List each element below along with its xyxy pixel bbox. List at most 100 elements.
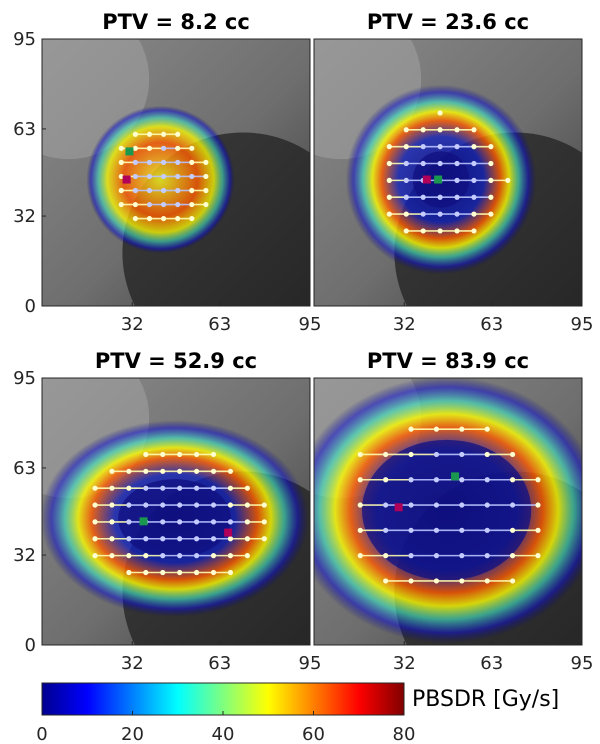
spot-dot bbox=[210, 536, 217, 542]
spot-dot bbox=[160, 201, 167, 208]
spot-dot bbox=[92, 485, 98, 491]
spot-dot bbox=[488, 144, 494, 150]
spot-dot bbox=[175, 159, 181, 165]
spot-dot bbox=[227, 569, 234, 576]
panel-image bbox=[42, 378, 310, 645]
spot-dot bbox=[437, 194, 443, 200]
spot-dot bbox=[146, 173, 153, 180]
spot-dot bbox=[484, 553, 490, 559]
spot-dot bbox=[454, 144, 460, 150]
spot-dot bbox=[175, 131, 181, 137]
spot-dot bbox=[132, 131, 138, 137]
spot-dot bbox=[189, 159, 195, 165]
panel-frame bbox=[41, 377, 311, 646]
spot-dot bbox=[484, 477, 490, 483]
panel-frame bbox=[313, 377, 583, 646]
spot-dot bbox=[118, 187, 124, 194]
spot-dot bbox=[203, 187, 209, 194]
spot-dot bbox=[261, 519, 267, 525]
spot-dot bbox=[510, 527, 516, 533]
spot-dot bbox=[126, 519, 132, 525]
spot-dot bbox=[143, 451, 149, 458]
spot-dot bbox=[160, 187, 167, 194]
spot-dot bbox=[484, 451, 490, 458]
colorbar-tick-label: 80 bbox=[393, 724, 416, 744]
spot-dot bbox=[437, 127, 443, 133]
spot-dot bbox=[193, 468, 200, 474]
spot-dot bbox=[177, 536, 183, 542]
spot-dot bbox=[177, 468, 183, 474]
spot-dot bbox=[488, 160, 494, 167]
spot-dot bbox=[484, 527, 490, 533]
spot-magenta bbox=[422, 175, 431, 184]
spot-dot bbox=[193, 519, 200, 525]
spot-dot bbox=[484, 578, 490, 584]
spot-dot bbox=[420, 194, 426, 200]
colorbar-gradient bbox=[41, 682, 405, 716]
panel-image bbox=[314, 39, 582, 306]
spot-dot bbox=[403, 194, 409, 200]
spot-dot bbox=[433, 553, 440, 559]
x-tick-label: 63 bbox=[480, 653, 503, 674]
spot-dot bbox=[160, 553, 166, 559]
spot-dot bbox=[535, 502, 541, 508]
panel-frame bbox=[41, 38, 311, 307]
spot-dot bbox=[143, 569, 149, 576]
x-tick-label: 63 bbox=[208, 653, 231, 674]
spot-dot bbox=[454, 228, 460, 234]
spot-dot bbox=[143, 502, 149, 508]
spot-dot bbox=[510, 578, 516, 584]
spot-path bbox=[386, 110, 511, 234]
spot-dot bbox=[92, 536, 98, 542]
spot-dot bbox=[143, 553, 149, 559]
colorbar-tick-label: 0 bbox=[36, 724, 47, 744]
spot-dot bbox=[92, 502, 98, 508]
spot-dot bbox=[203, 159, 209, 165]
spot-dot bbox=[92, 553, 98, 559]
spot-magenta bbox=[394, 503, 403, 512]
spot-dot bbox=[535, 553, 541, 559]
spot-dot bbox=[210, 519, 217, 525]
spot-dot bbox=[189, 201, 195, 208]
spot-dot bbox=[420, 127, 426, 133]
spot-dot bbox=[132, 215, 138, 222]
spot-dot bbox=[454, 127, 460, 133]
spot-dot bbox=[189, 145, 195, 151]
spot-dot bbox=[193, 536, 200, 542]
spot-dot bbox=[459, 502, 465, 508]
colorbar-tick-label: 60 bbox=[302, 724, 325, 744]
y-tick-label: 63 bbox=[13, 458, 36, 479]
spot-dot bbox=[386, 160, 392, 167]
spot-dot bbox=[510, 553, 516, 559]
spot-dot bbox=[126, 502, 132, 508]
spot-dot bbox=[210, 451, 217, 458]
spot-dot bbox=[210, 485, 217, 491]
spot-dot bbox=[160, 569, 166, 576]
spot-dot bbox=[143, 536, 149, 542]
spot-dot bbox=[510, 502, 516, 508]
spot-dot bbox=[193, 451, 200, 458]
spot-dot bbox=[109, 485, 115, 491]
spot-dot bbox=[459, 477, 465, 483]
spot-dot bbox=[146, 187, 153, 194]
spot-dot bbox=[357, 502, 363, 508]
spot-dot bbox=[177, 502, 183, 508]
spot-dot bbox=[146, 145, 153, 151]
spot-dot bbox=[244, 553, 250, 559]
spot-path bbox=[92, 451, 267, 576]
colorbar: PBSDR [Gy/s] 0 20 40 60 80 bbox=[36, 682, 559, 744]
spot-dot bbox=[193, 502, 200, 508]
spot-dot bbox=[488, 177, 494, 183]
spot-dot bbox=[118, 145, 124, 151]
panel-title: PTV = 23.6 cc bbox=[367, 10, 529, 34]
spot-dot bbox=[227, 519, 234, 525]
spot-dot bbox=[189, 187, 195, 194]
spot-dot bbox=[126, 569, 132, 576]
spot-dot bbox=[433, 502, 440, 508]
spot-dot bbox=[175, 173, 181, 180]
spot-dot bbox=[175, 215, 181, 222]
spot-dot bbox=[160, 536, 166, 542]
spot-dot bbox=[403, 160, 409, 167]
spot-dot bbox=[433, 477, 440, 483]
